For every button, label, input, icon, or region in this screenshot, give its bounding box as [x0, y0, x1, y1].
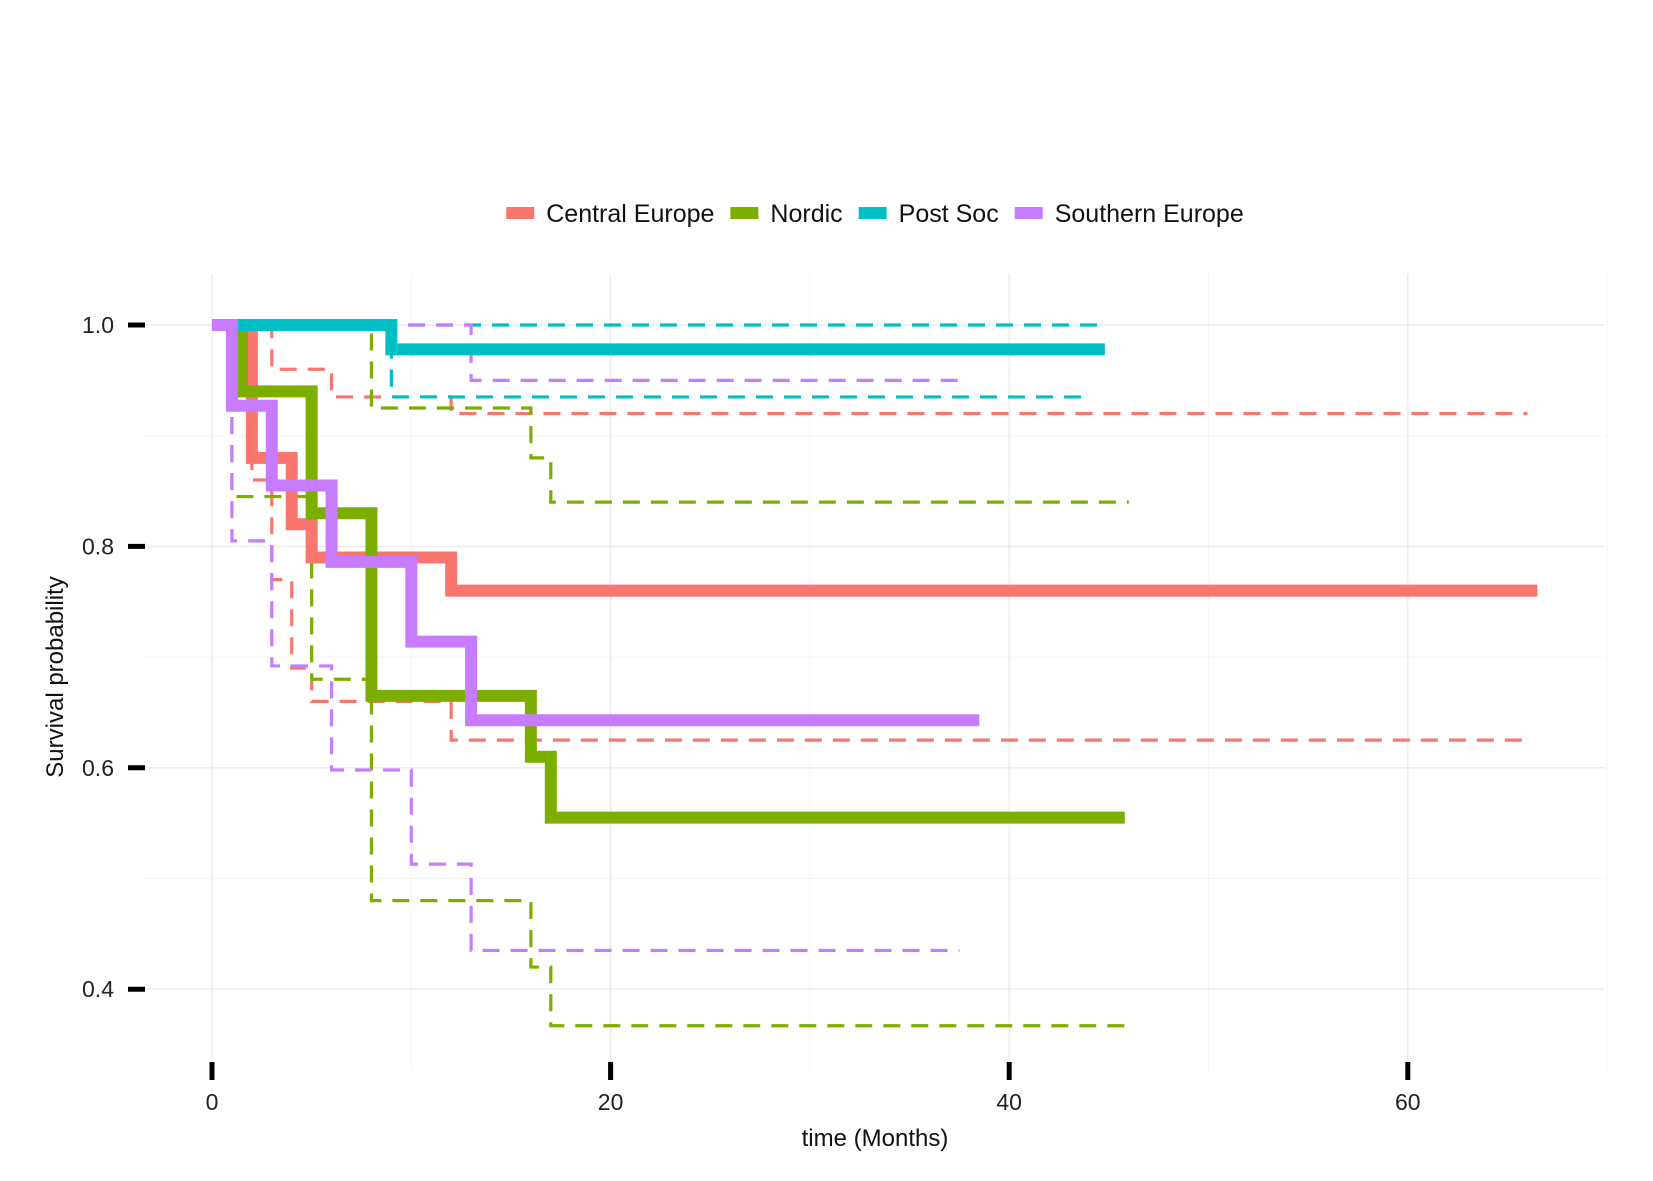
legend-label-3: Southern Europe: [1055, 200, 1244, 228]
x-tick-label: 60: [1395, 1089, 1421, 1115]
x-tick-label: 40: [996, 1089, 1022, 1115]
y-axis-title: Survival probability: [42, 576, 69, 777]
band-lower-0: [212, 323, 1528, 742]
legend-key-2: [858, 207, 887, 219]
x-tick-label: 20: [598, 1089, 624, 1115]
x-tick-label: 0: [206, 1089, 219, 1115]
confidence-bands: [212, 323, 1528, 1028]
legend-label-2: Post Soc: [899, 200, 999, 228]
band-upper-1: [212, 323, 1129, 504]
legend: Central Europe Nordic Post Soc Southern Eur…: [506, 200, 1244, 228]
legend-key-1: [730, 207, 759, 219]
band-lower-2: [212, 323, 1089, 399]
x-axis: 0 20 40 60: [206, 1062, 1421, 1115]
y-tick-label: 1.0: [82, 312, 114, 338]
y-tick-label: 0.6: [82, 755, 114, 781]
grid: [145, 273, 1608, 1071]
survival-curves: [212, 319, 1538, 824]
y-tick-label: 0.4: [82, 976, 114, 1002]
survival-curve-2: [212, 319, 1105, 356]
legend-label-0: Central Europe: [546, 200, 714, 228]
band-lower-3: [212, 323, 960, 953]
band-lower-1: [212, 323, 1129, 1028]
band-upper-0: [212, 323, 1528, 416]
y-tick-label: 0.8: [82, 533, 114, 559]
y-axis: 0.4 0.6 0.8 1.0: [82, 312, 145, 1002]
legend-label-1: Nordic: [770, 200, 842, 228]
legend-key-3: [1014, 207, 1043, 219]
x-axis-title: time (Months): [802, 1125, 949, 1152]
survival-curve-1: [212, 319, 1125, 824]
legend-key-0: [506, 207, 535, 219]
survival-curve-3: [212, 319, 980, 727]
